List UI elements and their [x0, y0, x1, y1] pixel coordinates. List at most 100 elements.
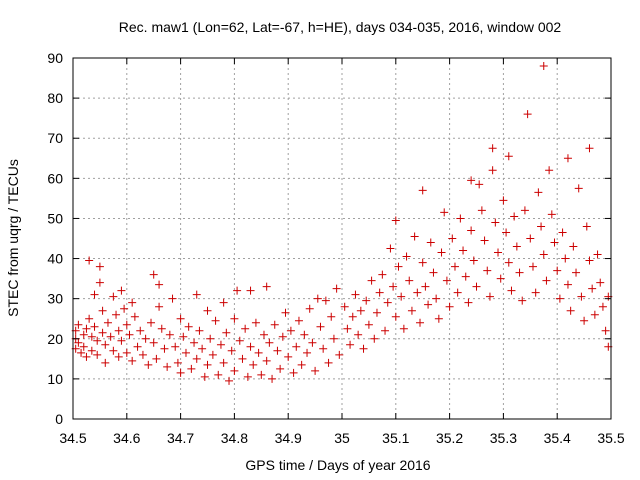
data-point [87, 346, 96, 355]
data-point [155, 280, 164, 289]
data-point [251, 318, 260, 327]
y-tick-label: 40 [47, 251, 63, 267]
data-point [114, 352, 123, 361]
data-point [442, 276, 451, 285]
data-point [305, 304, 314, 313]
data-point [569, 242, 578, 251]
data-point [254, 348, 263, 357]
data-point [211, 316, 220, 325]
data-point [303, 348, 312, 357]
data-point [82, 324, 91, 333]
data-point [281, 308, 290, 317]
data-point [128, 356, 137, 365]
data-point [598, 302, 607, 311]
data-point [98, 306, 107, 315]
data-point [459, 246, 468, 255]
data-point [133, 342, 142, 351]
data-point [152, 354, 161, 363]
data-point [222, 328, 231, 337]
data-point [539, 62, 548, 71]
x-tick-label: 35.1 [382, 430, 409, 446]
y-tick-label: 20 [47, 331, 63, 347]
data-point [456, 214, 465, 223]
data-point [421, 282, 430, 291]
data-point [372, 308, 381, 317]
data-point [555, 294, 564, 303]
data-point [515, 268, 524, 277]
data-point [176, 314, 185, 323]
data-point [410, 232, 419, 241]
data-point [241, 324, 250, 333]
data-point [494, 248, 503, 257]
data-point [195, 326, 204, 335]
data-point [429, 268, 438, 277]
data-point [93, 336, 102, 345]
x-tick-label: 34.6 [113, 430, 140, 446]
data-point [292, 342, 301, 351]
data-point [130, 312, 139, 321]
data-point [230, 314, 239, 323]
data-point [558, 228, 567, 237]
data-point [265, 338, 274, 347]
data-point [238, 354, 247, 363]
x-tick-label: 34.7 [167, 430, 194, 446]
data-point [507, 286, 516, 295]
x-axis-label: GPS time / Days of year 2016 [245, 457, 430, 473]
data-point [389, 282, 398, 291]
data-point [475, 180, 484, 189]
data-point [74, 338, 83, 347]
data-point [566, 306, 575, 315]
data-point [203, 360, 212, 369]
data-point [588, 284, 597, 293]
data-point [464, 298, 473, 307]
data-point [286, 326, 295, 335]
data-point [294, 316, 303, 325]
data-point [523, 110, 532, 119]
data-point [520, 206, 529, 215]
x-tick-label: 35.3 [490, 430, 517, 446]
data-point [206, 334, 215, 343]
data-point [321, 296, 330, 305]
data-point [198, 344, 207, 353]
data-point [200, 372, 209, 381]
x-tick-label: 35 [334, 430, 350, 446]
data-point [122, 348, 131, 357]
data-point [437, 248, 446, 257]
data-point [79, 342, 88, 351]
data-point [561, 254, 570, 263]
data-point [141, 334, 150, 343]
data-point [362, 296, 371, 305]
data-point [367, 276, 376, 285]
chart-title: Rec. maw1 (Lon=62, Lat=-67, h=HE), days … [119, 19, 562, 35]
data-point [270, 320, 279, 329]
data-point [308, 338, 317, 347]
data-point [450, 262, 459, 271]
data-point [461, 272, 470, 281]
data-point [95, 262, 104, 271]
data-point [319, 344, 328, 353]
data-point [485, 292, 494, 301]
data-point [79, 330, 88, 339]
data-point [407, 306, 416, 315]
data-point [181, 348, 190, 357]
data-point [163, 362, 172, 371]
data-point [394, 262, 403, 271]
data-point [534, 188, 543, 197]
data-point [378, 270, 387, 279]
data-point [77, 348, 86, 357]
data-point [149, 270, 158, 279]
data-point [572, 268, 581, 277]
data-point [585, 144, 594, 153]
data-point [537, 222, 546, 231]
data-point [168, 294, 177, 303]
data-point [512, 242, 521, 251]
data-point [580, 316, 589, 325]
data-point [136, 326, 145, 335]
data-point [432, 294, 441, 303]
data-point [268, 374, 277, 383]
data-point [246, 342, 255, 351]
data-point [147, 318, 156, 327]
data-point [370, 334, 379, 343]
data-point [467, 226, 476, 235]
data-point [545, 166, 554, 175]
